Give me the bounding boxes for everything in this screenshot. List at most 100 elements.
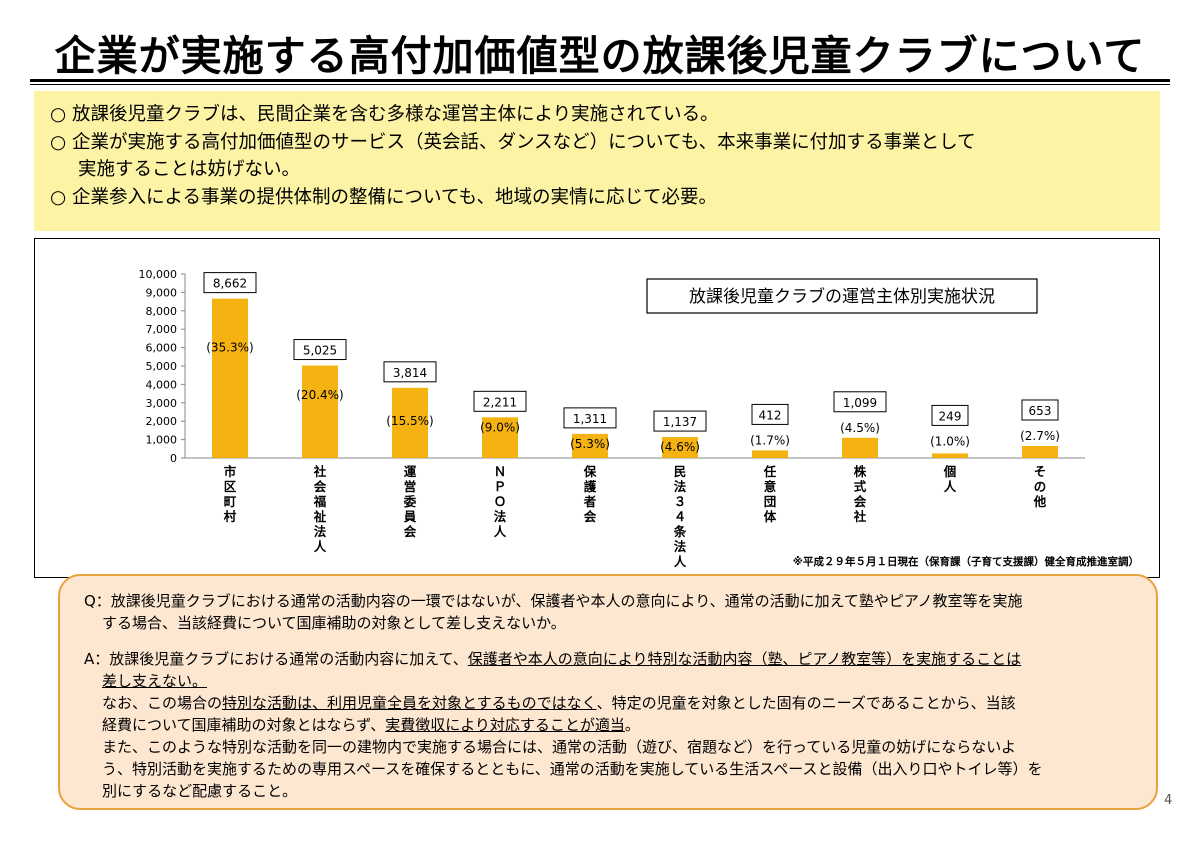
- answer-p2-pre: なお、この場合の: [102, 694, 223, 712]
- bar: [392, 387, 428, 458]
- bar: [1022, 445, 1058, 458]
- value-label-box: [653, 410, 707, 432]
- question-text: Q：放課後児童クラブにおける通常の活動内容の一環ではないが、保護者や本人の意向に…: [84, 590, 1132, 634]
- y-tick-label: 3,000: [146, 397, 178, 410]
- summary-item: ○ 企業が実施する高付加価値型のサービス（英会話、ダンスなど）についても、本来事…: [50, 129, 1144, 157]
- chart-frame: 0 1,000 2,000 3,000 4,000 5,000 6,000 7,000 8,00…: [34, 238, 1160, 578]
- summary-box: ○ 放課後児童クラブは、民間企業を含む多様な運営主体により実施されている。 ○ …: [34, 91, 1160, 231]
- value-label: 249: [939, 409, 962, 423]
- value-label-box: [563, 407, 617, 429]
- category-label-char: 体: [764, 509, 777, 524]
- value-label-box: [931, 404, 969, 426]
- value-label-box: [751, 403, 789, 425]
- bar: [482, 417, 518, 458]
- bar: [752, 450, 788, 458]
- qa-box: Q：放課後児童クラブにおける通常の活動内容の一環ではないが、保護者や本人の意向に…: [58, 574, 1158, 810]
- bar-chart: 0 1,000 2,000 3,000 4,000 5,000 6,000 7,000 8,00…: [139, 268, 1140, 569]
- category-label-char: の: [1034, 479, 1047, 494]
- question-line: Q：放課後児童クラブにおける通常の活動内容の一環ではないが、保護者や本人の意向に…: [84, 592, 1023, 610]
- value-label: 2,211: [483, 395, 517, 409]
- y-tick-label: 2,000: [146, 415, 178, 428]
- title-underline: [30, 79, 1170, 82]
- answer-text: A：放課後児童クラブにおける通常の活動内容に加えて、保護者や本人の意向により特別…: [84, 648, 1132, 802]
- page-title: 企業が実施する高付加価値型の放課後児童クラブについて: [54, 32, 1146, 80]
- answer-p2-cont-post: 。: [624, 716, 640, 734]
- category-label-char: 人: [944, 479, 957, 494]
- question-line-continued: する場合、当該経費について国庫補助の対象として差し支えないか。: [102, 614, 566, 632]
- category-label-char: 人: [314, 539, 327, 554]
- category-label-char: 式: [854, 479, 867, 494]
- percent-label: (9.0%): [480, 420, 520, 434]
- category-label-char: 任: [763, 464, 777, 479]
- category-label-char: 意: [764, 479, 777, 494]
- percent-label: (4.6%): [660, 440, 700, 454]
- value-label-box: [203, 272, 257, 294]
- category-label-char: 社: [313, 464, 327, 479]
- percent-label: (15.5%): [386, 414, 433, 428]
- answer-p3-continued: う、特別活動を実施するための専用スペースを確保するとともに、通常の活動を実施して…: [102, 760, 1043, 778]
- answer-underlined: 保護者や本人の意向により特別な活動内容（塾、ピアノ教室等）を実施することは: [467, 650, 1022, 668]
- value-label: 412: [759, 408, 782, 422]
- category-label-char: 法: [674, 479, 687, 494]
- category-label-char: 他: [1033, 494, 1047, 509]
- category-label-char: 会: [584, 509, 597, 524]
- category-label-char: 者: [583, 494, 597, 509]
- circle-bullet-icon: ○: [50, 104, 67, 125]
- value-label-box: [383, 361, 437, 383]
- y-tick-label: 4,000: [146, 378, 178, 391]
- percent-label: (5.3%): [570, 437, 610, 451]
- bar: [662, 437, 698, 458]
- category-label-char: 会: [854, 494, 867, 509]
- category-label-char: Ｐ: [494, 479, 507, 494]
- y-tick-label: 5,000: [146, 360, 178, 373]
- category-label-char: 法: [494, 509, 507, 524]
- bar: [842, 437, 878, 458]
- answer-p3: また、このような特別な活動を同一の建物内で実施する場合には、通常の活動（遊び、宿…: [102, 738, 1016, 756]
- category-label-char: 市: [224, 464, 237, 479]
- category-label-char: ３: [674, 494, 687, 509]
- category-label-char: 護: [584, 479, 597, 494]
- value-label: 1,099: [843, 396, 877, 410]
- value-label-box: [293, 339, 347, 361]
- category-label-char: 委: [403, 494, 417, 509]
- y-tick-label: 8,000: [146, 305, 178, 318]
- category-label-char: 運: [404, 464, 417, 479]
- category-label-char: そ: [1034, 464, 1047, 479]
- answer-underlined-continued: 差し支えない。: [102, 672, 208, 690]
- bar: [572, 433, 608, 458]
- value-label-box: [1021, 399, 1059, 421]
- bar: [212, 298, 248, 458]
- summary-text: 企業が実施する高付加価値型のサービス（英会話、ダンスなど）についても、本来事業に…: [72, 131, 976, 153]
- bar: [302, 365, 338, 458]
- category-label-char: 区: [224, 479, 237, 494]
- summary-text-continued: 実施することは妨げない。: [78, 159, 301, 180]
- y-tick-label: 10,000: [139, 268, 178, 281]
- category-label-char: 町: [224, 494, 237, 509]
- chart-title-box: [646, 278, 1038, 314]
- category-label-char: 社: [853, 509, 867, 524]
- category-label-char: 営: [404, 479, 417, 494]
- value-label: 5,025: [303, 344, 337, 358]
- category-label-char: 会: [404, 524, 417, 539]
- y-tick-label: 7,000: [146, 323, 178, 336]
- percent-label: (4.5%): [840, 421, 880, 435]
- source-note: ※平成２９年５月１日現在（保育課（子育て支援課）健全育成推進室調）: [793, 555, 1139, 568]
- category-label-char: 村: [224, 509, 237, 524]
- y-tick-label: 6,000: [146, 342, 178, 355]
- bar: [932, 453, 968, 458]
- percent-label: (35.3%): [206, 340, 253, 354]
- summary-text: 企業参入による事業の提供体制の整備についても、地域の実情に応じて必要。: [72, 186, 717, 208]
- category-label-char: 団: [764, 494, 777, 509]
- y-tick-label: 0: [170, 452, 177, 465]
- answer-p2-post: 、特定の児童を対象とした固有のニーズであることから、当該: [596, 694, 1016, 712]
- chart-title: 放課後児童クラブの運営主体別実施状況: [689, 286, 995, 307]
- category-label-char: 民: [674, 464, 687, 479]
- category-label-char: 人: [674, 554, 687, 569]
- page-number: 4: [1164, 793, 1173, 808]
- summary-item: ○ 放課後児童クラブは、民間企業を含む多様な運営主体により実施されている。: [50, 101, 1144, 129]
- category-label-char: 祉: [313, 509, 327, 524]
- summary-text: 放課後児童クラブは、民間企業を含む多様な運営主体により実施されている。: [72, 104, 719, 125]
- percent-label: (2.7%): [1020, 429, 1060, 443]
- answer-intro: A：放課後児童クラブにおける通常の活動内容に加えて、: [84, 650, 468, 668]
- circle-bullet-icon: ○: [50, 131, 67, 153]
